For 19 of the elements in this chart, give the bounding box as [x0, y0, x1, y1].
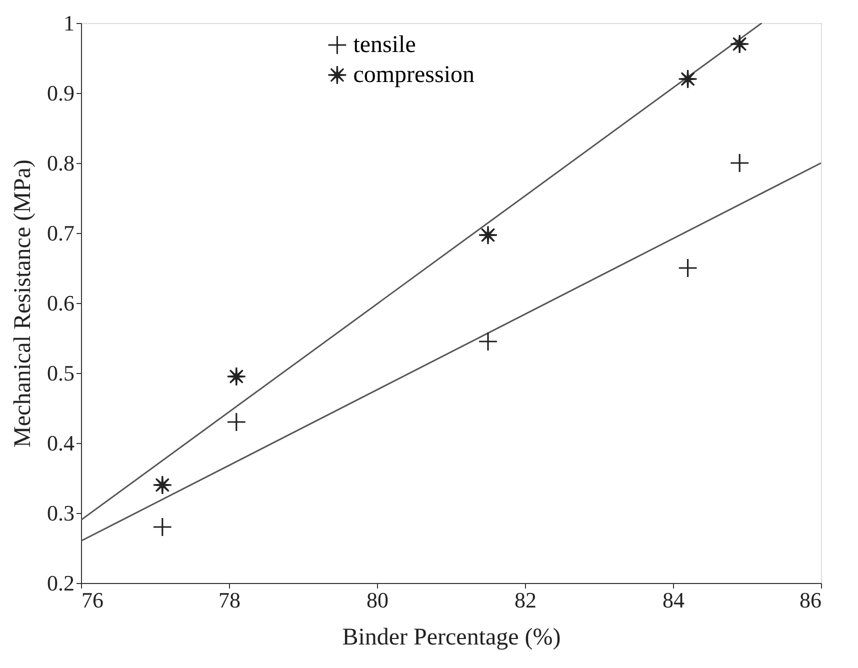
x-tick-label: 80 [366, 588, 388, 612]
legend-label: tensile [353, 32, 416, 58]
y-tick-label: 0.4 [47, 430, 74, 456]
y-tick-label: 0.3 [47, 500, 74, 526]
y-tick-label: 0.5 [47, 360, 74, 386]
x-tick-label: 84 [662, 588, 684, 612]
legend-label: compression [353, 62, 475, 88]
y-tick-label: 0.8 [47, 150, 74, 176]
x-tick-label: 82 [514, 588, 536, 612]
y-axis-title: Mechanical Resistance (MPa) [10, 160, 36, 448]
y-tick-label: 0.9 [47, 80, 74, 106]
y-tick-label: 1 [64, 10, 74, 36]
y-tick-label: 0.6 [47, 290, 74, 316]
y-tick-label: 0.7 [47, 220, 74, 246]
x-tick-label: 86 [800, 588, 822, 612]
x-tick-label: 78 [218, 588, 240, 612]
x-tick-label: 76 [82, 588, 104, 612]
y-tick-label: 0.2 [47, 570, 74, 596]
x-axis-title: Binder Percentage (%) [342, 624, 561, 650]
